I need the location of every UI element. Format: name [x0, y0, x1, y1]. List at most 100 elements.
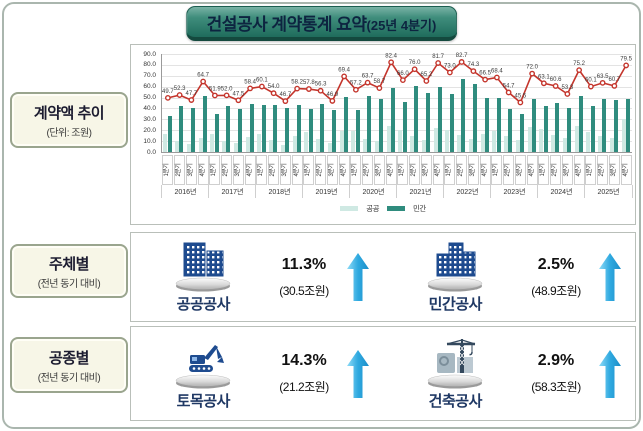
line-data-label: 73.0 — [444, 64, 456, 70]
bar-private — [167, 116, 172, 152]
bar-public — [480, 133, 485, 152]
quarter-label-cell: 3분기 — [561, 155, 573, 185]
tower-crane-icon — [437, 338, 476, 373]
line-marker — [247, 85, 254, 92]
bar-public — [233, 143, 238, 152]
line-marker — [235, 97, 242, 104]
quarter-label-cell: 1분기 — [209, 155, 221, 185]
line-marker — [364, 79, 371, 86]
quarter-label-cell: 1분기 — [397, 155, 409, 185]
y-tick-label: 50.0 — [143, 94, 156, 102]
line-data-label: 60.7 — [609, 77, 621, 83]
civil-works-pct: 14.3% — [281, 352, 327, 369]
building-works-card: 건축공사 2.9% (58.3조원) — [383, 327, 635, 420]
title-banner: 건설공사 계약통계 요약(25년 4분기) — [185, 6, 458, 41]
line-marker — [576, 67, 583, 74]
line-data-label: 46.9 — [327, 92, 339, 98]
private-works-amount: (48.9조원) — [531, 283, 581, 298]
quarter-label: 4분기 — [340, 163, 347, 177]
quarter-label: 1분기 — [305, 163, 312, 177]
quarter-label: 2분기 — [176, 163, 183, 177]
line-data-label: 58.4 — [244, 79, 256, 85]
quarter-label-cell: 4분기 — [432, 155, 444, 185]
line-marker — [399, 77, 406, 84]
bar-private — [543, 106, 548, 152]
worktype-label: 공종별 — [49, 349, 89, 367]
y-tick-label: 90.0 — [143, 50, 156, 58]
line-marker — [423, 78, 430, 84]
bar-private — [308, 108, 313, 152]
quarter-label: 1분기 — [540, 163, 547, 177]
quarter-label-cell: 3분기 — [326, 155, 338, 185]
quarter-label: 1분기 — [493, 163, 500, 177]
gridline — [162, 130, 632, 132]
bar-public — [504, 135, 509, 152]
silver-platform — [428, 374, 483, 388]
gridline — [162, 141, 632, 143]
line-data-label: 56.3 — [315, 82, 327, 88]
public-works-card: 공공공사 11.3% (30.5조원) — [131, 233, 383, 321]
line-marker — [552, 83, 559, 89]
line-marker — [587, 83, 594, 90]
quarter-label-cell: 2분기 — [315, 155, 327, 185]
y-tick-label: 60.0 — [143, 83, 156, 91]
bar-public — [374, 141, 379, 152]
building-works-name: 건축공사 — [428, 392, 483, 410]
quarter-label-cell: 4분기 — [197, 155, 209, 185]
line-data-label: 58.7 — [374, 79, 386, 85]
line-marker — [540, 80, 547, 87]
bar-private — [320, 103, 325, 152]
bar-private — [249, 103, 254, 152]
line-data-label: 82.4 — [385, 53, 397, 59]
quarter-label: 3분기 — [281, 163, 288, 177]
line-data-label: 46.7 — [280, 92, 292, 98]
line-marker — [200, 78, 207, 85]
y-tick-label: 30.0 — [143, 115, 156, 123]
quarter-label-cell: 1분기 — [538, 155, 550, 185]
bar-private — [531, 98, 536, 152]
line-marker — [352, 86, 359, 93]
x-axis-year-labels: 2016년 2017년 2018년 2019년 2020년 2021년 2022년 2023년… — [161, 185, 633, 199]
quarter-label-cell: 3분기 — [420, 155, 432, 185]
line-data-label: 60.1 — [585, 78, 597, 84]
quarter-label-cell: 4분기 — [385, 155, 397, 185]
line-marker — [211, 92, 218, 99]
chart-plot-area: 49.7 52.3 47.7 64.7 51.9 52.0 47.5 58.4 60.1 54.0… — [161, 53, 633, 153]
quarter-label-cell: 3분기 — [514, 155, 526, 185]
quarter-label: 3분기 — [328, 163, 335, 177]
bar-public — [198, 137, 203, 152]
quarter-label: 4분기 — [246, 163, 253, 177]
x-axis-quarter-labels: 1분기 2분기 3분기 4분기 1분기 2분기 3분기 4분기 1분기 2분기 3분기 4분기 1분기 2… — [161, 155, 632, 185]
bar-private — [567, 108, 572, 152]
quarter-label-cell: 2분기 — [456, 155, 468, 185]
bar-public — [327, 143, 332, 152]
quarter-label: 1분기 — [211, 163, 218, 177]
quarter-label: 3분기 — [187, 163, 194, 177]
bar-private — [578, 96, 583, 152]
quarter-label-cell: 1분기 — [491, 155, 503, 185]
quarter-label-cell: 4분기 — [526, 155, 538, 185]
line-data-label: 72.0 — [526, 65, 538, 71]
quarter-label: 3분기 — [234, 163, 241, 177]
total-line-chart: 49.7 52.347.764.751.9 52.047.558.4 60.154.0… — [162, 53, 633, 106]
quarter-label: 2분기 — [458, 163, 465, 177]
line-marker — [376, 85, 383, 91]
line-marker — [388, 59, 395, 66]
quarter-label: 1분기 — [399, 163, 406, 177]
building-works-amount: (58.3조원) — [531, 380, 581, 394]
bar-private — [449, 94, 454, 152]
quarter-label-cell: 2분기 — [503, 155, 515, 185]
bar-public — [363, 138, 368, 152]
line-marker — [470, 68, 477, 74]
section-label-subject: 주체별 (전년 동기 대비) — [10, 244, 128, 298]
total-line — [167, 60, 627, 104]
line-marker — [305, 86, 312, 92]
line-marker — [517, 99, 524, 106]
bar-private — [379, 98, 384, 152]
bar-public — [609, 137, 614, 152]
bar-private — [355, 110, 360, 152]
civil-works-card: 토목공사 14.3% (21.2조원) — [131, 327, 383, 420]
bar-private — [273, 105, 278, 152]
bar-private — [484, 98, 489, 152]
quarter-label-cell: 2분기 — [597, 155, 609, 185]
